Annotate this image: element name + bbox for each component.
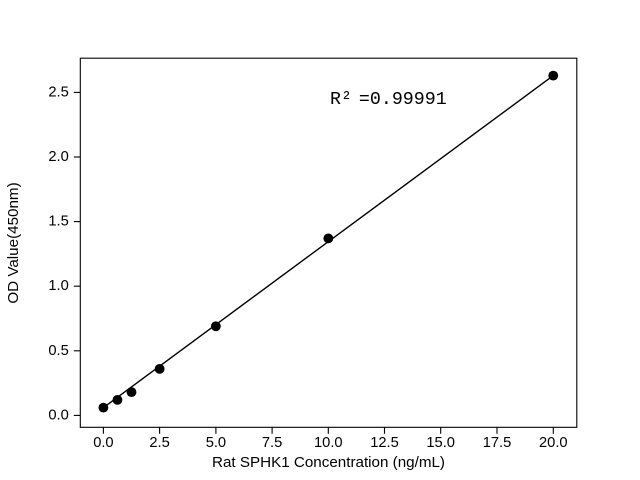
svg-text:20.0: 20.0 [539,435,568,451]
svg-text:0.0: 0.0 [93,435,113,451]
svg-text:5.0: 5.0 [206,435,226,451]
svg-text:1.5: 1.5 [48,214,68,230]
svg-text:R² =0.99991: R² =0.99991 [330,90,447,110]
svg-text:12.5: 12.5 [370,435,399,451]
svg-text:Rat SPHK1 Concentration (ng/mL: Rat SPHK1 Concentration (ng/mL) [212,454,445,471]
svg-text:7.5: 7.5 [262,435,282,451]
svg-text:0.0: 0.0 [48,407,68,423]
svg-text:17.5: 17.5 [483,435,512,451]
svg-text:1.0: 1.0 [48,278,68,294]
svg-text:0.5: 0.5 [48,343,68,359]
svg-text:OD Value(450nm): OD Value(450nm) [5,182,22,303]
svg-text:2.0: 2.0 [48,149,68,165]
svg-text:15.0: 15.0 [426,435,455,451]
svg-text:2.5: 2.5 [149,435,169,451]
svg-text:10.0: 10.0 [314,435,343,451]
svg-text:2.5: 2.5 [48,84,68,100]
